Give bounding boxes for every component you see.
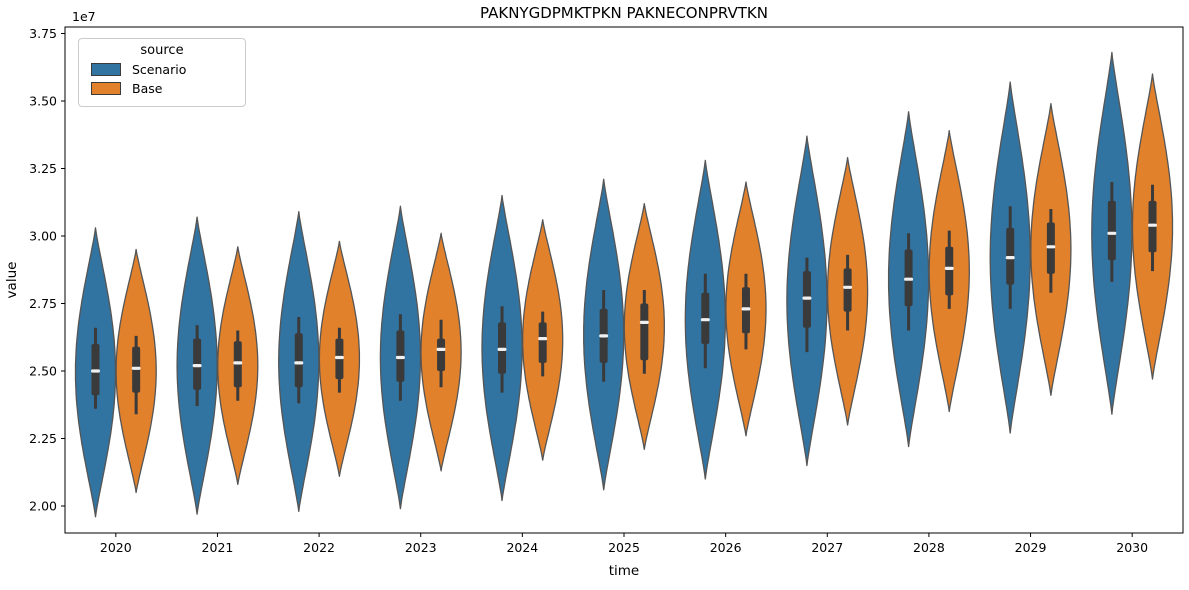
chart-title: PAKNYGDPMKTPKN PAKNECONPRVTKN — [480, 4, 768, 22]
violin-scenario-2023 — [379, 205, 422, 510]
violin-base-2030 — [1131, 73, 1174, 380]
median-dash — [639, 320, 649, 324]
median-dash — [802, 296, 812, 300]
x-tick-label: 2024 — [506, 540, 538, 555]
median-dash — [599, 334, 609, 338]
x-tick-label: 2030 — [1116, 540, 1148, 555]
iqr-box — [538, 322, 547, 363]
x-tick-label: 2027 — [811, 540, 843, 555]
iqr-box — [843, 268, 852, 312]
legend: source Scenario Base — [78, 38, 246, 107]
iqr-box — [294, 333, 303, 388]
median-dash — [1005, 256, 1015, 260]
violin-scenario-2026 — [684, 159, 726, 480]
iqr-box — [640, 303, 649, 361]
x-tick-label: 2029 — [1015, 540, 1047, 555]
median-dash — [131, 366, 141, 370]
median-dash — [395, 355, 405, 360]
y-axis-label: value — [4, 262, 20, 299]
violin-layer — [74, 51, 1174, 518]
median-dash — [497, 347, 507, 351]
iqr-box — [945, 246, 954, 296]
violin-base-2023 — [420, 232, 462, 472]
violin-scenario-2024 — [481, 194, 523, 502]
y-tick-label: 2.75 — [29, 296, 57, 311]
iqr-box — [1107, 200, 1116, 261]
median-dash — [294, 361, 304, 365]
scenario-swatch-icon — [91, 63, 121, 76]
median-dash — [904, 277, 914, 281]
median-dash — [1148, 223, 1158, 227]
y-tick-label: 2.00 — [29, 498, 57, 513]
legend-entry-scenario: Scenario — [91, 62, 235, 77]
violin-base-2021 — [217, 246, 259, 486]
violin-base-2022 — [318, 240, 361, 477]
violin-scenario-2022 — [278, 211, 320, 513]
median-dash — [90, 369, 100, 373]
median-dash — [1107, 231, 1117, 235]
legend-label-base: Base — [132, 81, 163, 96]
iqr-box — [437, 338, 446, 371]
violin-scenario-2028 — [887, 111, 930, 448]
y-tick-label: 3.50 — [29, 93, 57, 108]
x-tick-label: 2026 — [710, 540, 742, 555]
y-tick-label: 3.00 — [29, 228, 57, 243]
legend-label-scenario: Scenario — [132, 62, 187, 77]
x-tick-label: 2022 — [303, 540, 335, 555]
median-dash — [944, 266, 954, 270]
x-tick-label: 2020 — [100, 540, 132, 555]
axis-layer: 2.00 2.25 2.50 2.75 3.00 3.25 3.50 3.75 2020 2021… — [29, 26, 1184, 555]
violin-scenario-2021 — [176, 216, 218, 515]
x-tick-label: 2028 — [913, 540, 945, 555]
violin-base-2025 — [623, 202, 665, 450]
violin-base-2024 — [522, 219, 564, 461]
violin-base-2027 — [826, 157, 869, 426]
violin-scenario-2025 — [583, 178, 625, 491]
median-dash — [1046, 245, 1056, 249]
violin-base-2020 — [115, 248, 157, 494]
violin-scenario-2027 — [786, 135, 828, 467]
violin-scenario-2020 — [74, 227, 117, 518]
median-dash — [192, 364, 202, 368]
violin-base-2029 — [1030, 103, 1072, 396]
base-swatch-icon — [91, 82, 121, 95]
y-axis-offset-label: 1e7 — [72, 9, 96, 24]
violin-scenario-2029 — [989, 81, 1031, 434]
legend-entry-base: Base — [91, 81, 235, 96]
median-dash — [741, 307, 751, 311]
y-tick-label: 2.50 — [29, 363, 57, 378]
x-tick-label: 2025 — [608, 540, 640, 555]
median-dash — [334, 355, 344, 360]
x-axis-label: time — [609, 563, 640, 579]
x-tick-label: 2023 — [405, 540, 437, 555]
legend-title: source — [140, 43, 184, 58]
y-tick-label: 2.25 — [29, 431, 57, 446]
x-tick-label: 2021 — [202, 540, 234, 555]
y-tick-label: 3.25 — [29, 161, 57, 176]
median-dash — [700, 318, 710, 322]
median-dash — [843, 285, 853, 289]
median-dash — [436, 347, 446, 351]
median-dash — [538, 337, 548, 341]
median-dash — [233, 361, 243, 365]
y-tick-label: 3.75 — [29, 26, 57, 41]
violin-base-2026 — [725, 181, 767, 437]
violin-scenario-2030 — [1091, 51, 1133, 415]
violin-base-2028 — [928, 130, 970, 413]
